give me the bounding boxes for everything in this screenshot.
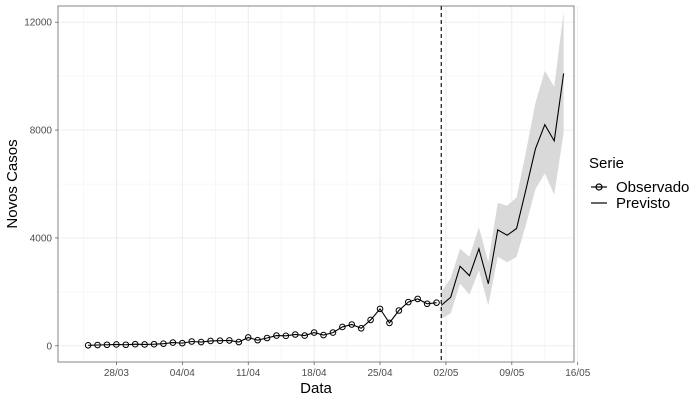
data-point-observado bbox=[376, 305, 384, 313]
data-point-observado bbox=[395, 307, 403, 314]
y-axis-title: Novos Casos bbox=[4, 139, 21, 228]
y-tick-label: 8000 bbox=[30, 126, 53, 137]
data-point-observado bbox=[84, 341, 92, 349]
data-point-observado bbox=[197, 338, 205, 346]
data-point-observado bbox=[150, 340, 158, 348]
data-point-observado bbox=[103, 341, 111, 349]
y-tick-label: 0 bbox=[46, 341, 52, 352]
data-point-observado bbox=[282, 332, 290, 340]
data-point-observado bbox=[423, 300, 431, 308]
x-tick-label: 11/04 bbox=[236, 368, 261, 379]
legend-label-previsto: Previsto bbox=[616, 195, 670, 212]
x-tick-label: 09/05 bbox=[499, 368, 524, 379]
series-line-previsto bbox=[440, 73, 565, 306]
data-point-observado bbox=[94, 341, 101, 349]
y-axis: 0 4000 8000 12000 bbox=[24, 18, 58, 352]
data-point-observado bbox=[301, 332, 309, 339]
data-point-observado bbox=[122, 341, 130, 349]
legend: Serie Observado Previsto bbox=[589, 155, 689, 212]
legend-title: Serie bbox=[589, 155, 624, 172]
major-gridlines bbox=[58, 6, 579, 362]
data-point-observado bbox=[226, 337, 233, 344]
data-point-observado bbox=[329, 329, 337, 336]
data-point-observado bbox=[141, 341, 148, 348]
data-point-observado bbox=[160, 340, 167, 347]
data-point-observado bbox=[113, 341, 120, 348]
x-tick-label: 25/04 bbox=[368, 368, 393, 379]
y-tick-label: 12000 bbox=[24, 18, 52, 29]
data-point-observado bbox=[235, 338, 243, 346]
data-point-observado bbox=[348, 321, 356, 328]
plot-border bbox=[57, 5, 575, 363]
data-point-observado bbox=[433, 299, 440, 306]
legend-label-observado: Observado bbox=[616, 179, 689, 196]
data-point-observado bbox=[310, 329, 318, 336]
data-point-observado bbox=[367, 316, 374, 324]
data-point-observado bbox=[169, 339, 177, 346]
x-axis-title: Data bbox=[300, 380, 332, 397]
observed-points bbox=[84, 295, 440, 349]
series-lines bbox=[88, 73, 565, 346]
data-point-observado bbox=[207, 337, 214, 345]
data-point-observado bbox=[263, 334, 271, 342]
data-point-observado bbox=[178, 339, 186, 347]
data-point-observado bbox=[386, 319, 393, 327]
x-axis: 28/03 04/04 11/04 18/04 25/04 02/05 09/05 16/05 bbox=[104, 362, 591, 379]
y-tick-label: 4000 bbox=[30, 233, 53, 244]
series-line-observado bbox=[88, 298, 437, 346]
x-tick-label: 18/04 bbox=[302, 368, 327, 379]
data-point-observado bbox=[339, 323, 346, 331]
data-point-observado bbox=[273, 332, 280, 339]
data-point-observado bbox=[357, 324, 365, 332]
data-point-observado bbox=[404, 298, 412, 306]
legend-key-observado-point bbox=[595, 183, 603, 191]
x-tick-label: 04/04 bbox=[170, 368, 195, 379]
x-tick-label: 28/03 bbox=[104, 368, 129, 379]
x-tick-label: 16/05 bbox=[565, 368, 590, 379]
data-point-observado bbox=[291, 331, 299, 338]
data-point-observado bbox=[244, 334, 252, 341]
data-point-observado bbox=[320, 331, 327, 339]
minor-gridlines bbox=[58, 6, 574, 362]
data-point-observado bbox=[254, 336, 261, 344]
data-point-observado bbox=[131, 340, 139, 348]
data-point-observado bbox=[216, 337, 224, 344]
x-tick-label: 02/05 bbox=[433, 368, 458, 379]
data-point-observado bbox=[414, 295, 421, 303]
data-point-observado bbox=[188, 338, 196, 345]
